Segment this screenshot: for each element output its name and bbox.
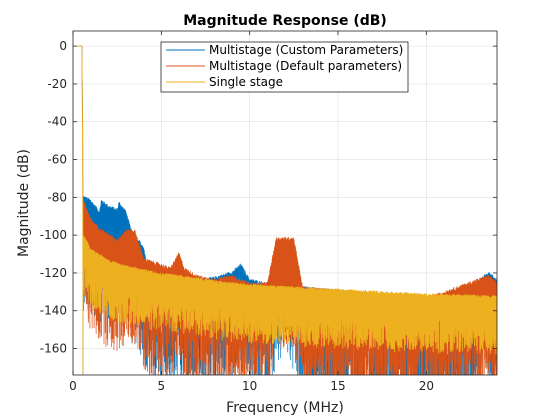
- x-tick-label: 0: [69, 379, 77, 393]
- x-tick-label: 15: [330, 379, 345, 393]
- legend-label-single: Single stage: [209, 75, 283, 89]
- x-tick-label: 20: [419, 379, 434, 393]
- y-axis-label: Magnitude (dB): [16, 149, 32, 257]
- legend: Multistage (Custom Parameters) Multistag…: [160, 41, 409, 93]
- y-tick-label: 0: [59, 39, 67, 53]
- y-tick-label: -160: [40, 342, 67, 356]
- series-line-single: [77, 45, 497, 375]
- legend-label-default: Multistage (Default parameters): [209, 59, 402, 73]
- y-tick-label: -100: [40, 228, 67, 242]
- y-tick-label: -60: [47, 153, 67, 167]
- x-tick-label: 10: [242, 379, 257, 393]
- plot-box: [72, 30, 498, 376]
- x-tick-label: 5: [158, 379, 166, 393]
- x-axis-label: Frequency (MHz): [226, 400, 344, 416]
- y-tick-label: -20: [47, 77, 67, 91]
- y-tick-label: -120: [40, 266, 67, 280]
- axis-ticks: 0 5 10 15 20 0 -20 -40 -60 -80 -100 -120 -140 -160: [40, 31, 497, 393]
- y-tick-label: -80: [47, 190, 67, 204]
- y-tick-label: -40: [47, 115, 67, 129]
- legend-label-custom: Multistage (Custom Parameters): [209, 43, 403, 57]
- series-layer: [77, 45, 497, 375]
- y-tick-label: -140: [40, 304, 67, 318]
- chart-title: Magnitude Response (dB): [183, 13, 387, 29]
